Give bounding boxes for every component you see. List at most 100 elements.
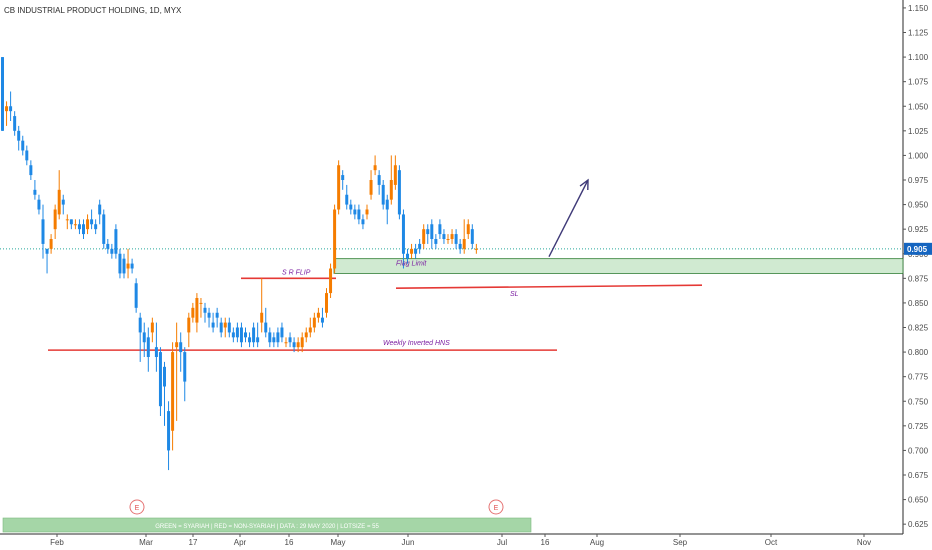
candle[interactable] [195, 293, 199, 333]
candle[interactable] [126, 248, 130, 279]
candle[interactable] [33, 180, 37, 200]
candle[interactable] [385, 194, 389, 225]
candle[interactable] [171, 342, 175, 451]
candle[interactable] [373, 155, 377, 176]
candle[interactable] [446, 234, 450, 244]
candle[interactable] [272, 332, 276, 348]
candle[interactable] [369, 170, 373, 200]
candle[interactable] [393, 155, 397, 190]
candle[interactable] [256, 322, 260, 348]
candle[interactable] [320, 307, 324, 328]
current-price-badge[interactable] [904, 242, 932, 255]
candle[interactable] [73, 219, 77, 230]
candle[interactable] [252, 322, 256, 348]
candle[interactable] [114, 224, 118, 259]
candle[interactable] [191, 302, 195, 323]
candle[interactable] [361, 214, 365, 230]
candle[interactable] [268, 327, 272, 348]
earnings-badge[interactable] [488, 499, 504, 515]
candle[interactable] [381, 180, 385, 210]
candle[interactable] [458, 239, 462, 254]
candle[interactable] [442, 229, 446, 244]
candle[interactable] [1, 57, 4, 131]
candle[interactable] [203, 302, 207, 323]
candle[interactable] [239, 322, 243, 348]
candle[interactable] [175, 322, 179, 421]
candle[interactable] [401, 209, 405, 269]
candle[interactable] [260, 278, 264, 333]
candle[interactable] [134, 278, 138, 313]
candle[interactable] [284, 337, 288, 348]
candle[interactable] [292, 337, 296, 353]
candle[interactable] [21, 135, 25, 156]
target-arrow-line[interactable] [548, 179, 589, 258]
candle[interactable] [434, 234, 438, 249]
candle[interactable] [69, 219, 73, 230]
candle[interactable] [122, 253, 126, 279]
candle[interactable] [199, 298, 203, 318]
candle[interactable] [77, 219, 81, 235]
candle[interactable] [231, 327, 235, 343]
candle[interactable] [304, 327, 308, 343]
candle[interactable] [183, 347, 187, 402]
candle[interactable] [207, 307, 211, 328]
candle[interactable] [426, 224, 430, 244]
stop-loss-line[interactable] [395, 284, 703, 290]
candle[interactable] [474, 243, 478, 254]
candle[interactable] [86, 214, 90, 235]
candle[interactable] [90, 209, 94, 230]
candle[interactable] [337, 160, 341, 215]
candle[interactable] [41, 204, 45, 259]
candle[interactable] [410, 243, 414, 259]
candle[interactable] [389, 155, 393, 205]
candle[interactable] [377, 170, 381, 195]
candle[interactable] [470, 224, 474, 249]
candle[interactable] [280, 322, 284, 343]
candle[interactable] [102, 209, 106, 249]
candle[interactable] [13, 111, 17, 136]
candle[interactable] [329, 263, 333, 298]
candle[interactable] [57, 170, 61, 220]
candle[interactable] [450, 229, 454, 244]
candle[interactable] [325, 288, 328, 318]
candle[interactable] [244, 327, 247, 343]
candle[interactable] [454, 229, 458, 249]
candle[interactable] [110, 243, 114, 259]
candle[interactable] [53, 204, 57, 239]
candle[interactable] [146, 327, 150, 372]
candle[interactable] [264, 307, 268, 338]
candle[interactable] [466, 219, 470, 239]
candle[interactable] [422, 224, 426, 249]
candle[interactable] [406, 248, 409, 264]
candle[interactable] [61, 194, 65, 215]
candle[interactable] [158, 347, 162, 416]
candle[interactable] [276, 327, 280, 348]
candle[interactable] [414, 243, 418, 259]
candle[interactable] [235, 322, 239, 343]
candle[interactable] [82, 219, 85, 239]
candle[interactable] [300, 332, 304, 353]
candle[interactable] [9, 91, 13, 122]
candle[interactable] [397, 165, 401, 220]
earnings-badge[interactable] [129, 499, 145, 515]
candle[interactable] [316, 307, 320, 323]
candle[interactable] [353, 204, 357, 220]
candle[interactable] [37, 194, 41, 215]
candle[interactable] [288, 332, 292, 348]
candle[interactable] [215, 307, 219, 328]
candle[interactable] [65, 214, 69, 230]
candle[interactable] [29, 160, 33, 180]
candle[interactable] [154, 322, 158, 372]
candle[interactable] [418, 239, 422, 254]
candle[interactable] [187, 312, 191, 348]
candle[interactable] [17, 125, 21, 151]
candle[interactable] [94, 219, 98, 235]
candle[interactable] [98, 199, 102, 225]
candle[interactable] [179, 332, 183, 372]
candle[interactable] [438, 219, 442, 239]
candle[interactable] [45, 248, 49, 274]
candle[interactable] [349, 199, 353, 215]
candle[interactable] [365, 204, 369, 220]
